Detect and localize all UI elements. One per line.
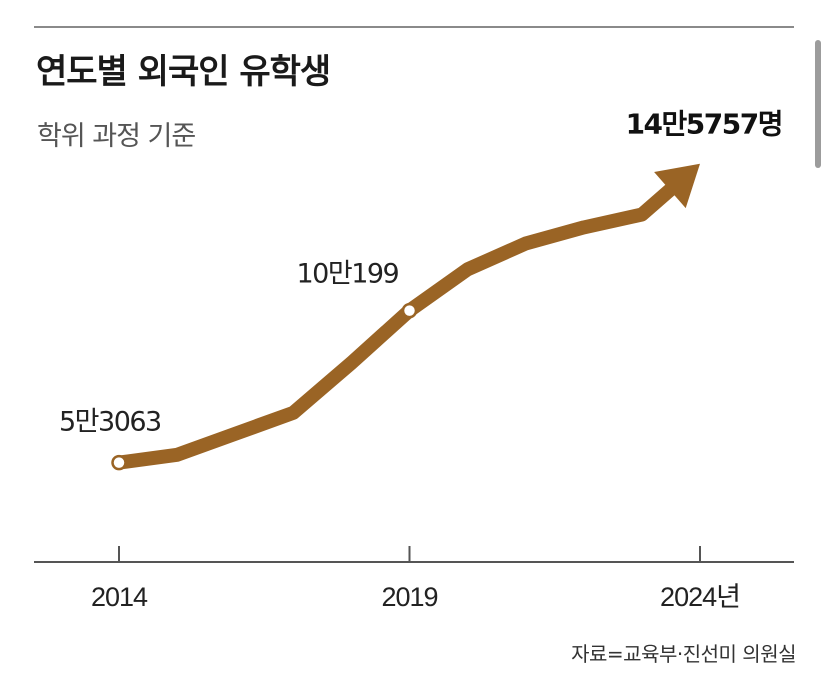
source-note: 자료=교육부·진선미 의원실	[571, 642, 796, 666]
data-labels: 5만3063 10만199 14만5757명	[59, 108, 784, 438]
chart-subtitle: 학위 과정 기준	[37, 121, 196, 152]
series-arrowhead	[654, 163, 700, 209]
x-tick-label-2014: 2014	[91, 582, 148, 612]
x-tick-label-2024: 2024년	[660, 582, 740, 612]
data-label-2019: 10만199	[297, 259, 399, 290]
series-line	[118, 180, 680, 470]
x-tick-label-2019: 2019	[381, 582, 437, 612]
x-axis-ticks: 2014 2019 2024년	[91, 546, 741, 612]
series	[111, 163, 700, 471]
data-point-2019	[401, 302, 418, 319]
data-point-2014	[111, 454, 127, 471]
scrollbar[interactable]	[815, 40, 821, 168]
data-label-2014: 5만3063	[59, 407, 161, 438]
chart-title: 연도별 외국인 유학생	[36, 52, 331, 92]
data-label-2024: 14만5757명	[626, 108, 782, 141]
top-rule	[34, 26, 794, 28]
